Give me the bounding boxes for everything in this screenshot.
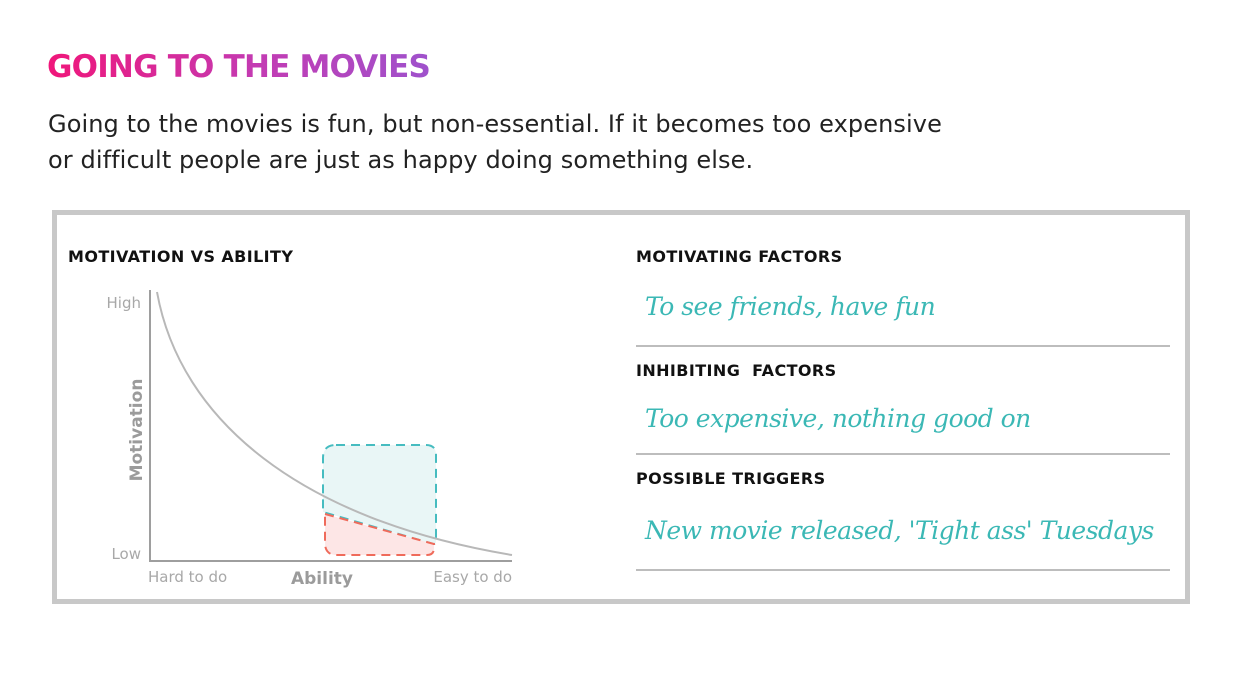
page-description: Going to the movies is fun, but non-esse… [48,110,942,174]
motivating-factors-text: To see friends, have fun [645,292,936,321]
divider [636,453,1170,455]
x-axis-title: Ability [291,569,353,589]
divider [636,569,1170,571]
x-axis-right-label: Easy to do [433,568,512,586]
inhibiting-factors-heading: INHIBITING FACTORS [636,361,837,380]
x-axis-left-label: Hard to do [148,568,227,586]
opportunity-zone-teal [322,444,437,546]
y-axis-low-label: Low [111,545,141,563]
page-title: GOING TO THE MOVIES [47,49,431,85]
inhibiting-factors-text: Too expensive, nothing good on [645,404,1031,433]
content-frame [52,210,1190,604]
y-axis-high-label: High [107,294,141,312]
barrier-zone-red [324,512,435,556]
motivating-factors-heading: MOTIVATING FACTORS [636,247,843,266]
action-curve [156,291,513,556]
possible-triggers-heading: POSSIBLE TRIGGERS [636,469,826,488]
chart-heading: MOTIVATION VS ABILITY [68,247,294,266]
possible-triggers-text: New movie released, 'Tight ass' Tuesdays [645,516,1154,545]
divider [636,345,1170,347]
y-axis-title: Motivation [127,379,147,482]
